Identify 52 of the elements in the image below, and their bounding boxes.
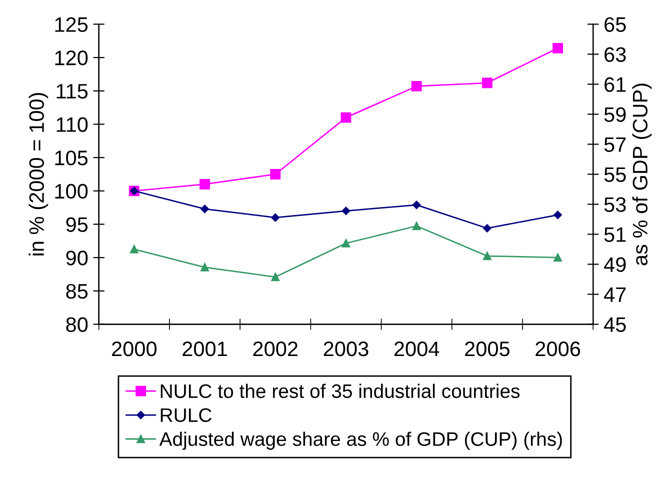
point [412,222,421,230]
y2-tick-label: 47 [604,287,626,302]
y2-tick-label: 59 [604,107,626,122]
y2-tick-label: 51 [604,227,626,242]
point [411,81,422,92]
y2-tick-label: 53 [604,197,626,212]
point [270,169,281,180]
point [483,252,492,260]
legend-label: Adjusted wage share as % of GDP (CUP) (rhs) [159,432,562,450]
y2-tick-label: 57 [604,137,626,152]
y-tick-label: 120 [55,50,88,66]
x-tick-label: 2000 [112,341,157,356]
y-tick-label: 110 [56,117,88,132]
point [200,263,209,272]
y2-tick-label: 45 [604,317,626,332]
point [130,245,138,254]
y-tick-label: 115 [56,84,88,99]
x-tick-label: 2005 [465,341,510,356]
y-tick-label: 90 [66,250,88,266]
point [342,239,350,248]
y2-tick-label: 63 [604,47,626,62]
y-tick-label: 85 [66,284,88,299]
point [271,213,280,222]
y-axis-title: in % (2000 = 100) [28,93,48,256]
x-tick-label: 2006 [536,341,580,356]
legend-label: NULC to the rest of 35 industrial countries [160,384,520,398]
point [200,204,209,214]
point [482,78,492,88]
y-tick-label: 80 [66,317,88,332]
x-tick-label: 2001 [182,341,227,356]
x-tick-label: 2003 [324,341,368,356]
x-tick-label: 2004 [394,341,440,356]
point [200,179,210,190]
y2-axis-title: as % of GDP (CUP) [632,84,652,266]
legend-label: RULC [160,408,212,422]
point [554,253,562,262]
point [552,42,564,54]
x-tick-label: 2002 [253,341,298,356]
point [271,272,280,282]
y2-tick-label: 49 [604,257,626,272]
y-tick-label: 100 [55,184,88,199]
point [554,210,562,220]
point [412,200,421,210]
y2-tick-label: 61 [604,77,626,92]
y-tick-label: 95 [66,217,88,232]
point [483,224,492,232]
y2-tick-label: 65 [604,17,626,32]
y2-tick-label: 55 [604,167,626,182]
y-tick-label: 105 [55,150,88,166]
point [342,206,350,216]
y-tick-label: 125 [55,17,88,32]
point [340,112,352,123]
